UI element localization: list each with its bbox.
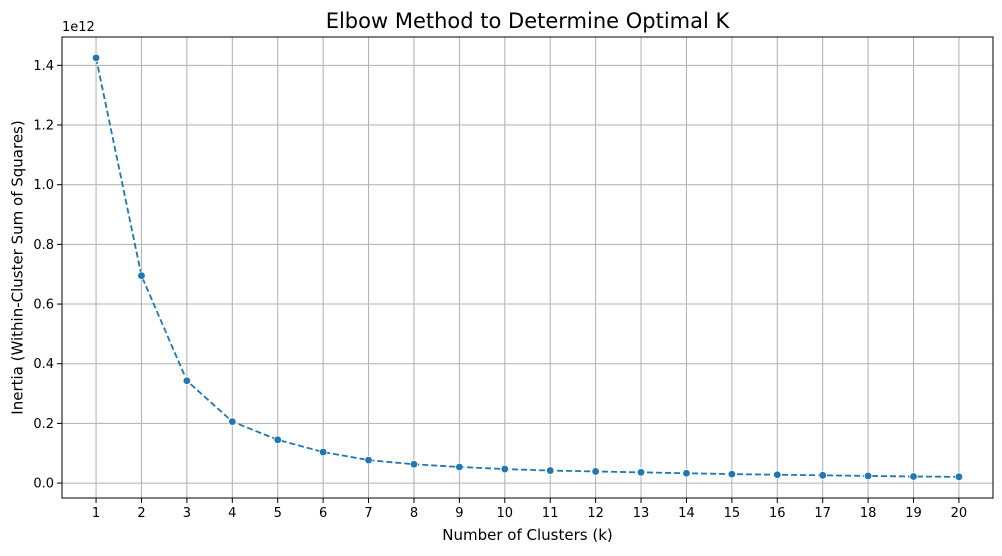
x-tick-label: 19 — [905, 506, 922, 521]
x-tick-label: 7 — [364, 506, 372, 521]
data-point — [954, 472, 964, 482]
x-tick-label: 8 — [410, 506, 418, 521]
y-tick-label: 0.6 — [33, 298, 54, 313]
data-point — [182, 376, 192, 385]
data-point — [318, 447, 328, 457]
data-point — [91, 53, 101, 63]
data-point — [364, 455, 373, 465]
y-tick-label: 0.2 — [33, 417, 54, 432]
x-tick-label: 1 — [92, 506, 100, 521]
data-point — [773, 470, 782, 479]
data-point — [455, 462, 464, 472]
data-point — [137, 271, 146, 280]
y-tick-label: 1.0 — [33, 178, 54, 193]
x-tick-label: 18 — [860, 506, 877, 521]
data-point — [591, 467, 600, 476]
x-tick-label: 5 — [274, 506, 282, 521]
data-point — [727, 469, 737, 479]
y-tick-label: 1.4 — [33, 59, 54, 74]
data-point — [863, 471, 873, 481]
y-tick-label: 0.4 — [33, 357, 54, 372]
x-tick-label: 11 — [542, 506, 559, 521]
line-layer — [95, 57, 959, 478]
x-tick-label: 12 — [587, 506, 604, 521]
x-tick-label: 2 — [137, 506, 145, 521]
y-tick-label: 0.0 — [33, 477, 54, 492]
x-tick-label: 3 — [183, 506, 191, 521]
y-axis-offset-label: 1e12 — [62, 20, 95, 35]
y-tick-label: 1.2 — [33, 119, 54, 134]
x-tick-label: 13 — [633, 506, 650, 521]
data-point — [273, 435, 282, 445]
x-tick-label: 6 — [319, 506, 327, 521]
x-tick-label: 9 — [455, 506, 463, 521]
data-point — [909, 472, 918, 481]
x-axis-label: Number of Clusters (k) — [442, 526, 612, 544]
series-line — [95, 57, 959, 478]
chart-title: Elbow Method to Determine Optimal K — [326, 9, 731, 33]
data-point — [636, 468, 646, 477]
tick-layer: 1 2 3 4 5 6 7 8 9 10 11 12 13 14 15 16 17 18 19 200.00.20.4… — [33, 59, 967, 521]
x-tick-label: 16 — [769, 506, 786, 521]
x-tick-label: 17 — [814, 506, 831, 521]
plot-frame — [61, 36, 994, 499]
x-tick-label: 15 — [724, 506, 741, 521]
data-point — [409, 460, 419, 469]
data-point — [682, 469, 691, 478]
data-point — [228, 417, 237, 426]
x-tick-label: 14 — [678, 506, 695, 521]
data-point — [546, 466, 555, 475]
x-tick-label: 4 — [228, 506, 236, 521]
data-point — [818, 471, 827, 480]
x-tick-label: 10 — [497, 506, 514, 521]
x-tick-label: 20 — [951, 506, 968, 521]
y-axis-label: Inertia (Within-Cluster Sum of Squares) — [9, 120, 27, 414]
grid-layer — [62, 37, 993, 498]
data-point — [500, 464, 509, 474]
y-tick-label: 0.8 — [33, 238, 54, 253]
marker-layer — [91, 53, 964, 482]
